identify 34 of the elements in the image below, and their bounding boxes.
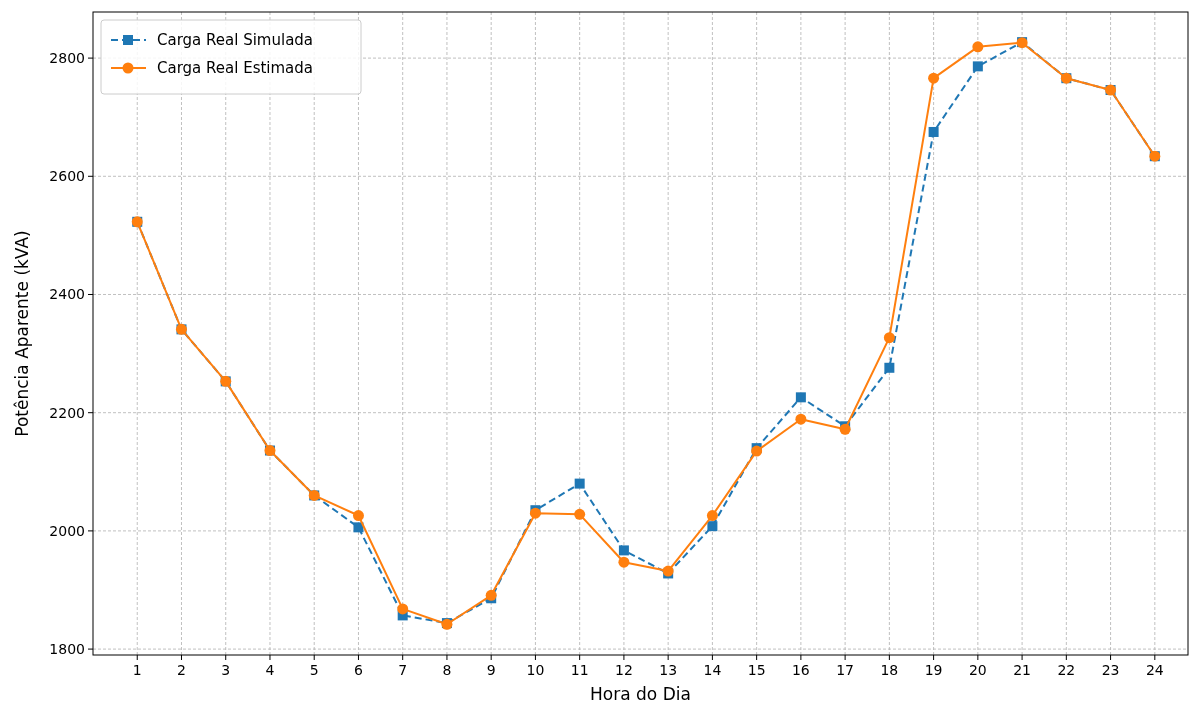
x-tick-label: 18: [880, 662, 899, 678]
x-tick-label: 4: [265, 662, 275, 678]
x-tick-label: 5: [309, 662, 319, 678]
x-tick-label: 19: [924, 662, 943, 678]
x-tick-label: 2: [177, 662, 186, 678]
x-tick-label: 7: [398, 662, 408, 678]
x-tick-label: 15: [747, 662, 766, 678]
x-tick-label: 20: [968, 662, 987, 678]
y-tick-label: 1800: [49, 641, 85, 658]
legend-label: Carga Real Simulada: [157, 31, 314, 49]
y-tick-label: 2600: [49, 168, 85, 185]
y-tick-label: 2200: [49, 404, 85, 421]
x-tick-label: 17: [836, 662, 855, 678]
x-tick-label: 8: [442, 662, 452, 678]
x-tick-label: 12: [615, 662, 633, 678]
y-tick-label: 2400: [49, 286, 85, 303]
x-tick-label: 9: [486, 662, 496, 678]
x-axis-title: Hora do Dia: [590, 684, 691, 704]
y-tick-label: 2000: [49, 522, 85, 539]
x-tick-label: 16: [791, 662, 810, 678]
x-tick-label: 1: [132, 662, 142, 678]
x-tick-label: 22: [1057, 662, 1076, 678]
legend-label: Carga Real Estimada: [157, 59, 314, 77]
x-tick-label: 6: [353, 662, 363, 678]
x-tick-label: 11: [570, 662, 589, 678]
y-tick-label: 2800: [49, 50, 85, 67]
x-tick-label: 21: [1013, 662, 1032, 678]
x-tick-label: 3: [221, 662, 231, 678]
x-tick-label: 10: [526, 662, 545, 678]
x-tick-label: 23: [1101, 662, 1120, 678]
x-tick-label: 13: [659, 662, 678, 678]
x-tick-label: 24: [1145, 662, 1164, 678]
y-axis-title: Potência Aparente (kVA): [12, 230, 32, 437]
x-tick-label: 14: [703, 662, 722, 678]
